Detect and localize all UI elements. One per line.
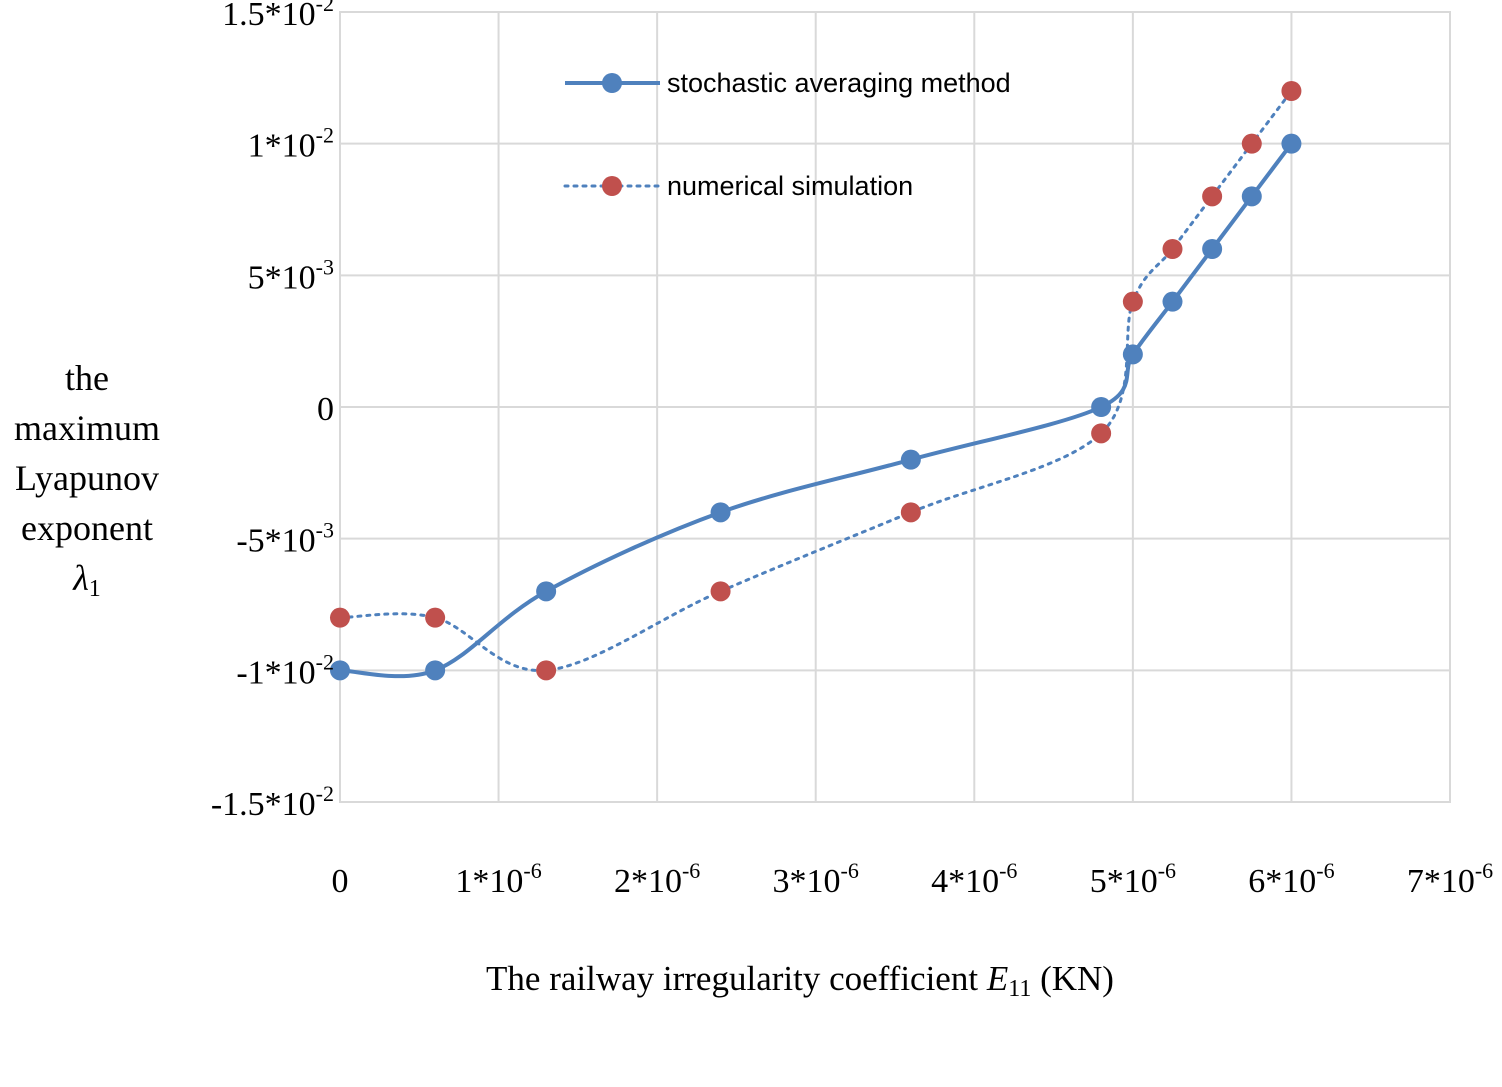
y-axis-label-line-1: the (65, 358, 109, 398)
x-tick-label-0: 0 (332, 863, 349, 900)
series-layer (330, 81, 1302, 681)
series-0-point-7 (1162, 291, 1183, 312)
x-tick-label-4: 4*10-6 (931, 858, 1017, 900)
series-1-point-1 (425, 607, 446, 628)
series-0-point-6 (1122, 344, 1143, 365)
series-1-point-5 (1091, 423, 1112, 444)
series-1-point-6 (1122, 291, 1143, 312)
legend-marker-stochastic (602, 73, 622, 93)
x-tick-label-6: 6*10-6 (1248, 858, 1334, 900)
series-1-point-3 (710, 581, 731, 602)
series-1-point-10 (1281, 81, 1302, 101)
series-0-point-5 (1091, 397, 1112, 417)
series-0-point-10 (1281, 133, 1302, 154)
series-1-point-0 (330, 607, 350, 628)
series-0-point-4 (900, 449, 921, 470)
x-axis-unit: (KN) (1031, 959, 1114, 998)
legend-label-stochastic: stochastic averaging method (667, 68, 1011, 98)
x-tick-label-1: 1*10-6 (455, 858, 541, 900)
y-axis-label: the maximum Lyapunov exponent λ1 (14, 358, 160, 602)
legend-marker-numerical (602, 176, 622, 196)
x-tick-label-5: 5*10-6 (1090, 858, 1176, 900)
series-1-point-7 (1162, 239, 1183, 259)
grid-layer (340, 12, 1450, 802)
series-0-point-3 (710, 502, 731, 523)
y-tick-label-3: 0 (317, 391, 334, 428)
y-axis-label-line-2: maximum (14, 408, 160, 448)
y-axis-label-symbol: λ1 (72, 558, 101, 602)
x-tick-label-3: 3*10-6 (773, 858, 859, 900)
x-tick-label-7: 7*10-6 (1407, 858, 1493, 900)
y-tick-label-2: 5*10-3 (248, 254, 334, 296)
y-tick-label-0: 1.5*10-2 (222, 0, 334, 33)
x-axis-label: The railway irregularity coefficient E11… (486, 959, 1114, 1002)
series-0-point-0 (330, 660, 350, 681)
series-0-point-2 (536, 581, 557, 602)
series-0-point-9 (1241, 186, 1262, 207)
series-1-point-9 (1241, 133, 1262, 154)
y-axis-label-line-3: Lyapunov (15, 458, 159, 498)
legend-label-numerical: numerical simulation (667, 171, 913, 201)
x-axis-symbol: E (986, 959, 1008, 998)
y-axis-symbol-subscript: 1 (89, 576, 101, 602)
x-tick-label-2: 2*10-6 (614, 858, 700, 900)
y-tick-label-1: 1*10-2 (248, 123, 334, 165)
y-tick-label-5: -1*10-2 (236, 649, 334, 691)
y-tick-label-4: -5*10-3 (236, 518, 334, 560)
legend-item-numerical: numerical simulation (563, 171, 913, 201)
series-1-point-2 (536, 660, 557, 681)
y-axis-symbol: λ (72, 558, 89, 598)
x-axis-ticks: 0 1*10-6 2*10-6 3*10-6 4*10-6 5*10-6 6*10-6 7*1… (332, 858, 1494, 900)
y-axis-ticks: 1.5*10-2 1*10-2 5*10-3 0 -5*10-3 -1*10-2 -1.5*… (211, 0, 334, 823)
legend-item-stochastic: stochastic averaging method (565, 68, 1011, 98)
legend: stochastic averaging method numerical si… (563, 68, 1011, 201)
series-0-point-1 (425, 660, 446, 681)
series-1-point-4 (900, 502, 921, 523)
y-tick-label-6: -1.5*10-2 (211, 781, 334, 823)
x-axis-label-text: The railway irregularity coefficient (486, 959, 987, 998)
y-axis-label-line-4: exponent (21, 508, 153, 548)
series-1-point-8 (1202, 186, 1223, 207)
series-0-point-8 (1202, 239, 1223, 259)
x-axis-symbol-subscript: 11 (1008, 976, 1031, 1002)
